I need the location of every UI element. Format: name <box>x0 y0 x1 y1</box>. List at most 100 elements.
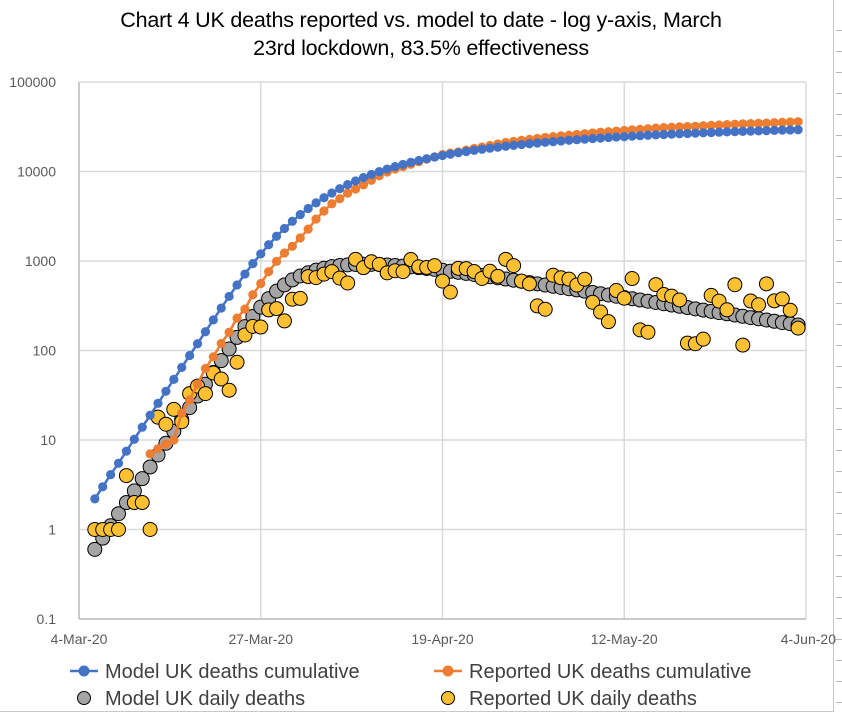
data-point <box>746 126 756 136</box>
data-point <box>287 241 297 251</box>
data-point <box>335 194 345 204</box>
data-point <box>564 135 574 145</box>
data-point <box>437 150 448 161</box>
data-point <box>556 136 566 146</box>
data-point <box>540 137 550 147</box>
data-point <box>509 140 519 151</box>
data-point <box>785 117 795 127</box>
data-point <box>153 398 163 408</box>
data-point <box>572 135 582 145</box>
data-point <box>635 124 645 134</box>
data-point <box>738 126 748 136</box>
data-point <box>698 121 708 131</box>
y-tick-label: 100000 <box>9 74 56 90</box>
data-point <box>627 131 637 141</box>
data-point <box>216 303 226 313</box>
legend-item: Reported UK deaths cumulative <box>434 661 751 683</box>
data-point <box>761 126 772 136</box>
data-point <box>730 127 740 137</box>
y-tick-label: 10 <box>40 432 56 448</box>
gridlines <box>78 81 807 620</box>
sheet-row-tick <box>836 303 842 304</box>
data-point <box>253 319 269 335</box>
data-point <box>129 434 139 444</box>
x-tick-label: 19-Apr-20 <box>411 631 473 647</box>
data-point <box>240 269 250 279</box>
data-point <box>240 304 250 314</box>
x-tick-label: 27-Mar-20 <box>228 631 293 647</box>
data-point <box>429 152 440 162</box>
data-point <box>158 416 174 432</box>
data-point <box>137 422 147 432</box>
data-point <box>398 159 408 170</box>
data-point <box>192 339 203 349</box>
data-point <box>682 128 693 139</box>
data-point <box>782 302 798 318</box>
legend-item: Reported UK daily deaths <box>441 688 697 710</box>
data-point <box>142 522 158 537</box>
data-point <box>271 256 282 266</box>
data-point <box>758 276 774 292</box>
data-point <box>87 541 103 557</box>
sheet-row-tick <box>836 429 842 430</box>
data-point <box>303 203 313 214</box>
data-point <box>643 124 653 134</box>
data-point <box>121 446 132 456</box>
data-point <box>524 139 535 149</box>
data-point <box>453 148 463 158</box>
sheet-row-tick <box>836 219 842 220</box>
data-point <box>229 354 245 370</box>
data-point <box>224 291 234 302</box>
data-point <box>358 180 369 190</box>
sheet-row-tick <box>836 177 842 178</box>
data-point <box>177 362 187 373</box>
data-point <box>311 198 321 208</box>
data-point <box>335 184 345 194</box>
data-point <box>350 184 361 194</box>
sheet-row-tick <box>836 240 842 241</box>
data-point <box>197 386 213 402</box>
data-point <box>493 142 503 152</box>
data-point <box>651 130 661 140</box>
data-point <box>145 410 155 420</box>
data-point <box>145 449 155 459</box>
data-point <box>580 134 590 144</box>
data-point <box>200 327 211 337</box>
y-tick-label: 10000 <box>17 164 56 180</box>
data-point <box>774 291 790 307</box>
data-point <box>327 188 337 198</box>
data-point <box>635 131 645 141</box>
y-tick-label: 1000 <box>25 253 56 269</box>
data-point <box>485 143 495 153</box>
data-point <box>113 458 124 468</box>
chart-title-line-1: Chart 4 UK deaths reported vs. model to … <box>120 8 722 32</box>
y-tick-label: 0.1 <box>37 611 57 627</box>
data-point <box>667 129 677 139</box>
data-point <box>461 146 471 157</box>
sheet-row-tick <box>836 660 842 661</box>
x-tick-label: 4-Mar-20 <box>51 631 108 647</box>
data-point <box>706 120 716 130</box>
data-point <box>643 130 653 140</box>
x-tick-label: 12-May-20 <box>591 631 658 647</box>
data-point <box>232 280 242 290</box>
data-point <box>616 290 632 306</box>
data-point <box>221 341 237 357</box>
legend-label: Reported UK daily deaths <box>469 688 697 710</box>
data-point <box>303 224 313 234</box>
data-point <box>271 231 282 241</box>
data-point <box>506 258 522 274</box>
sheet-row-tick <box>836 324 842 325</box>
data-point <box>738 119 748 129</box>
sheet-row-tick <box>836 534 842 535</box>
data-point <box>793 125 803 135</box>
data-point <box>577 271 593 287</box>
data-point <box>319 206 329 216</box>
data-point <box>287 216 297 226</box>
sheet-row-tick <box>836 135 842 136</box>
data-point <box>414 155 424 166</box>
data-point <box>256 249 266 259</box>
data-point <box>422 154 432 164</box>
data-point <box>177 408 187 418</box>
